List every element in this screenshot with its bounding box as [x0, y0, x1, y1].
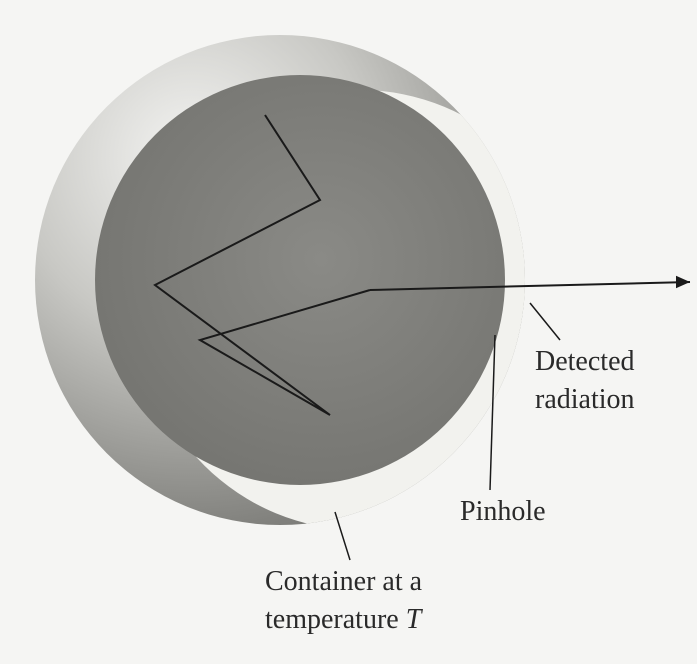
label-pinhole: Pinhole [460, 496, 546, 527]
lead-line-container [335, 512, 350, 560]
label-detected-radiation-1: Detected [535, 346, 635, 377]
cavity-interior [95, 75, 505, 485]
label-container-1: Container at a [265, 566, 423, 597]
lead-line-detected [530, 303, 560, 340]
label-container-2: temperature T [265, 604, 424, 635]
label-detected-radiation-2: radiation [535, 384, 635, 415]
exit-ray-arrowhead [676, 276, 690, 289]
